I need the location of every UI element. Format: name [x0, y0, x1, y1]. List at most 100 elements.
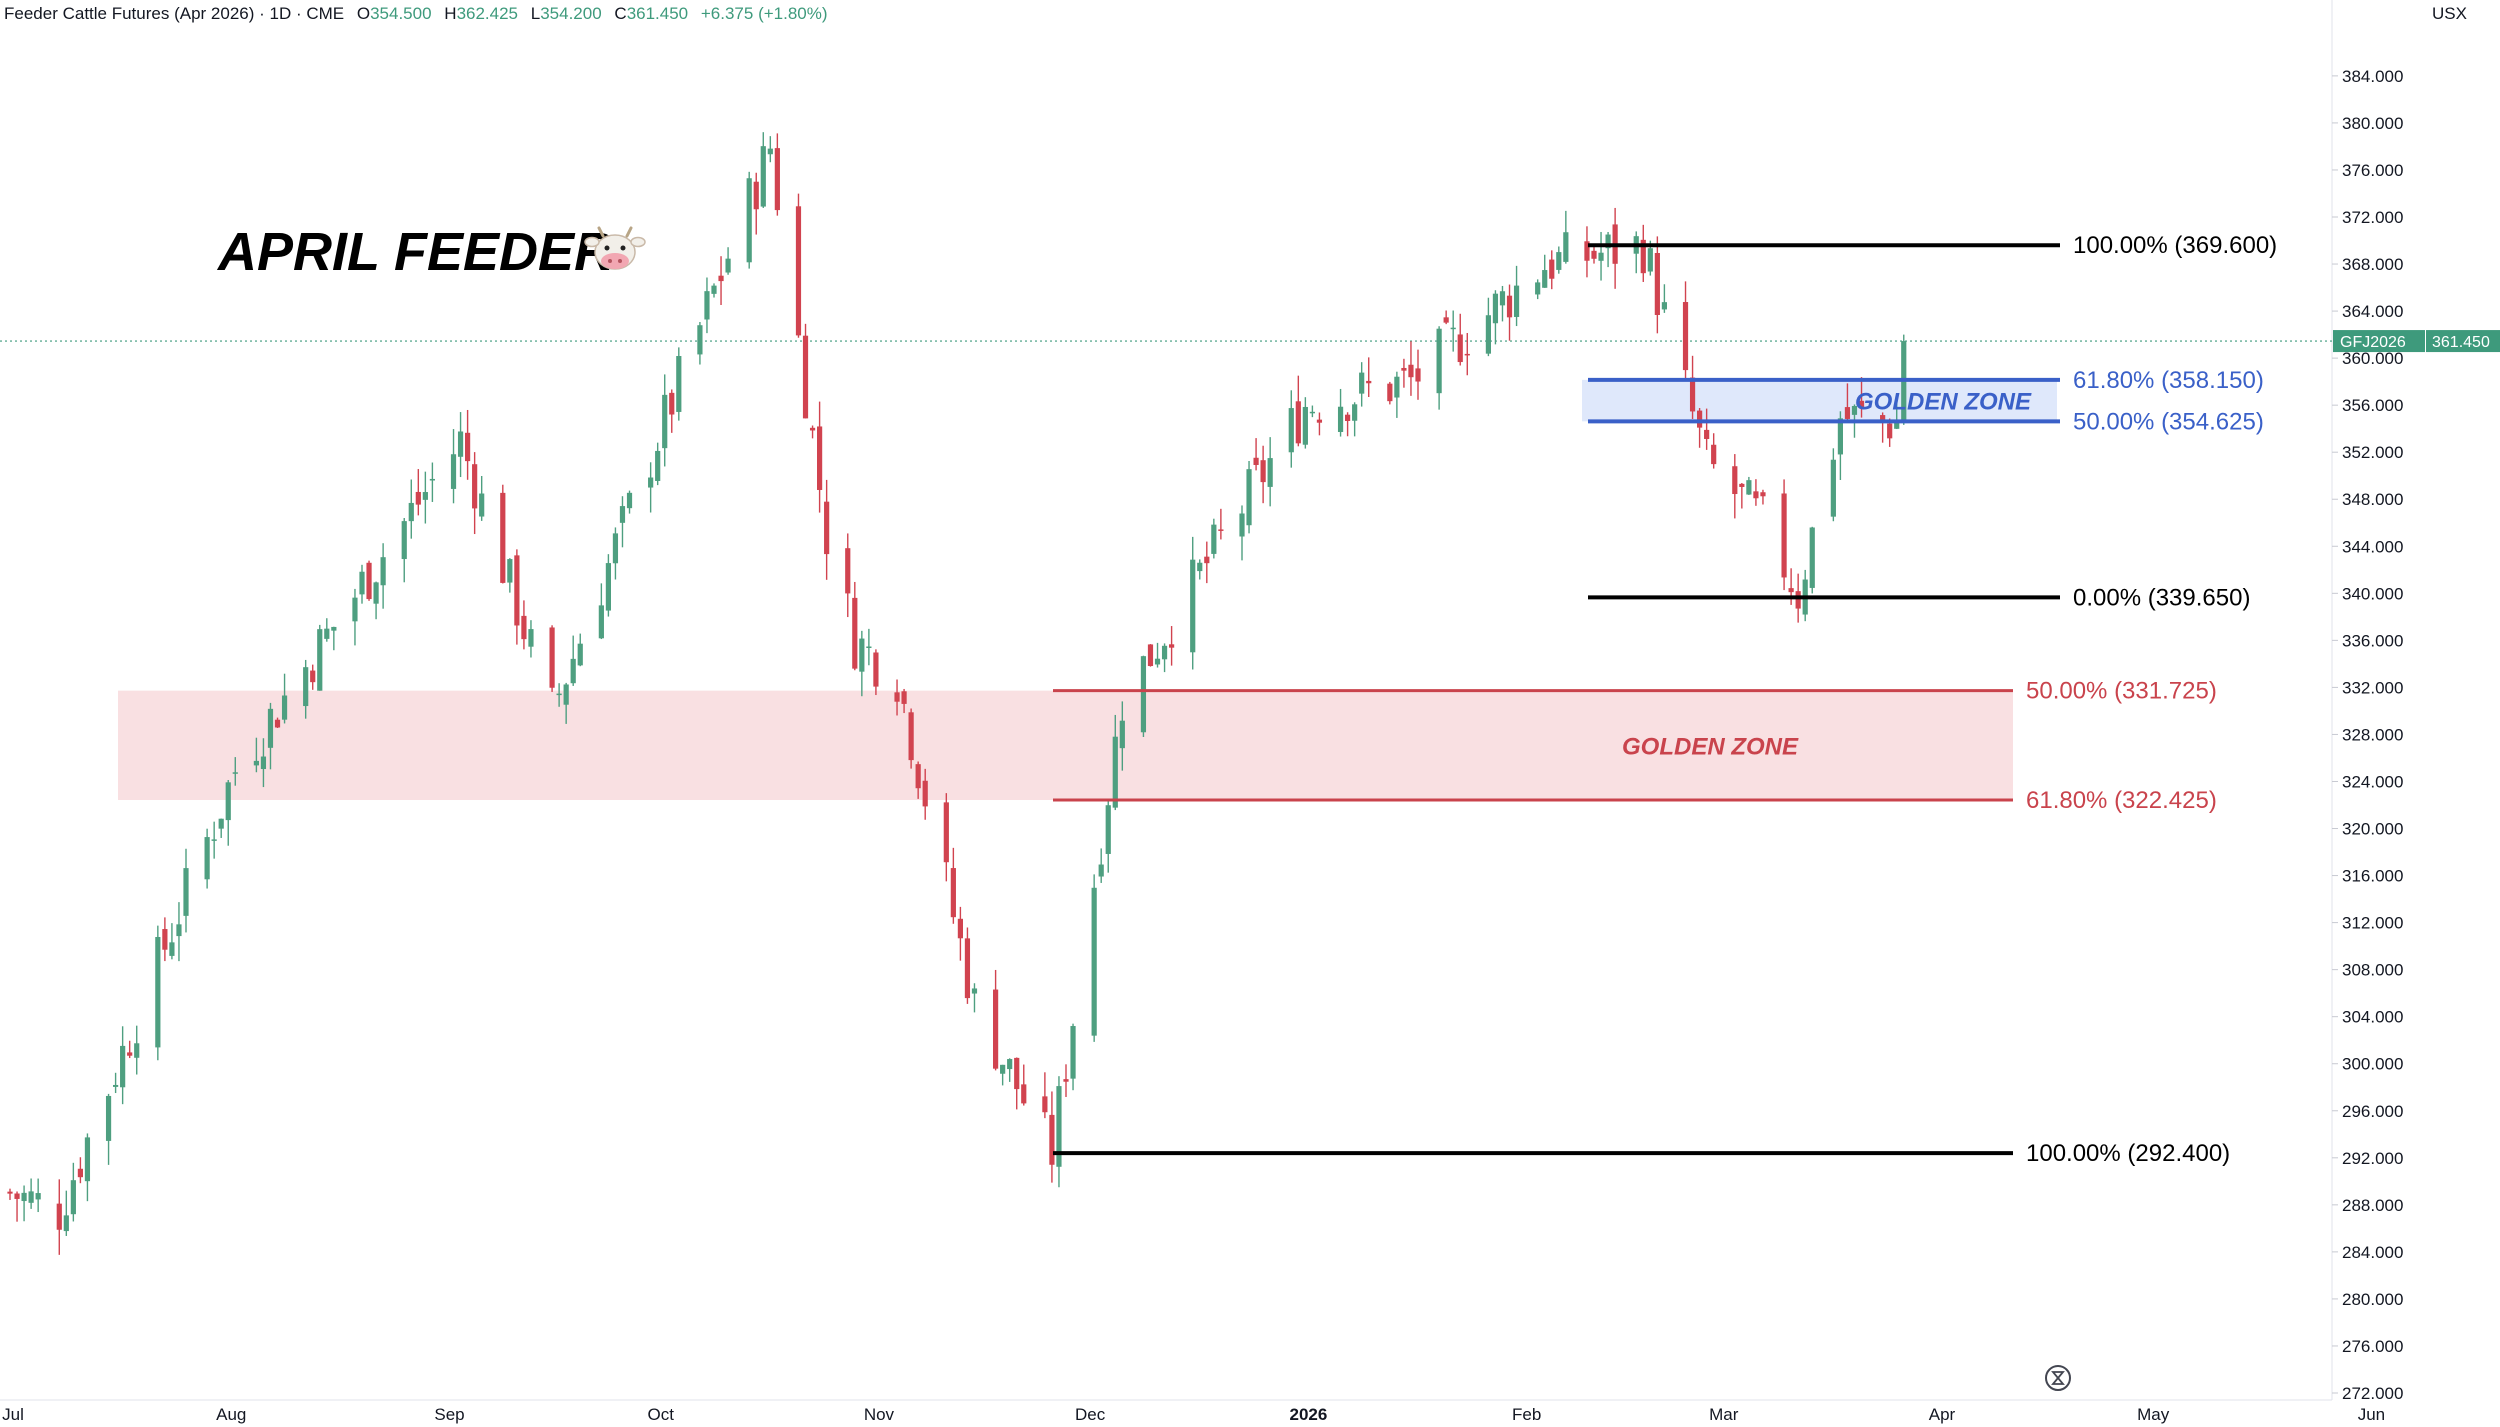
candles-layer	[7, 132, 1907, 1255]
price-tick-label: 344.000	[2342, 537, 2403, 556]
fibonacci-layer[interactable]: 100.00% (369.600) 61.80% (358.150) 50.00% …	[1053, 232, 2277, 1167]
candle-body	[760, 146, 766, 207]
time-tick-label: Oct	[647, 1405, 674, 1424]
time-tick-label: Aug	[216, 1405, 246, 1424]
candle-body	[1732, 466, 1738, 495]
price-tick-label: 288.000	[2342, 1196, 2403, 1215]
candle-body	[1647, 248, 1653, 272]
candle-body	[352, 597, 358, 622]
candle-body	[1309, 411, 1315, 414]
price-tick-label: 312.000	[2342, 914, 2403, 933]
price-tick-label: 352.000	[2342, 443, 2403, 462]
candle-body	[1337, 406, 1344, 432]
price-tick-label: 360.000	[2342, 349, 2403, 368]
candle-body	[1401, 367, 1407, 371]
legend-line: Feeder Cattle Futures (Apr 2026) · 1D · …	[4, 4, 828, 23]
candle-body	[422, 492, 428, 500]
candle-body	[1387, 383, 1393, 402]
price-tick-label: 364.000	[2342, 302, 2403, 321]
candle-body	[1549, 259, 1555, 279]
candle-body	[957, 918, 963, 939]
candle-body	[225, 782, 231, 821]
fib-lower-618-label: 61.80% (322.425)	[2026, 787, 2217, 814]
candle-body	[1211, 524, 1217, 554]
candle-body	[704, 291, 710, 320]
candle-body	[1556, 252, 1562, 270]
candle-body	[204, 837, 210, 880]
candle-body	[1605, 234, 1611, 249]
candle-body	[1499, 291, 1506, 306]
candle-body	[134, 1043, 140, 1058]
candle-body	[964, 938, 971, 999]
candle-body	[1056, 1086, 1062, 1167]
open-label: O	[357, 4, 370, 23]
time-tick-label: Dec	[1075, 1405, 1106, 1424]
candle-body	[1302, 406, 1308, 445]
candle-body	[21, 1192, 27, 1202]
candle-body	[619, 506, 626, 523]
time-tick-label: Apr	[1929, 1405, 1956, 1424]
candle-body	[1682, 302, 1689, 371]
candle-body	[465, 432, 471, 462]
time-tick-label: Nov	[864, 1405, 895, 1424]
candle-body	[1267, 458, 1273, 487]
price-tick-label: 380.000	[2342, 114, 2403, 133]
candle-body	[169, 942, 175, 956]
candle-body	[993, 989, 999, 1069]
candle-body	[1063, 1079, 1069, 1082]
candle-body	[1415, 368, 1421, 382]
candle-body	[1190, 559, 1196, 653]
price-tick-label: 272.000	[2342, 1384, 2403, 1403]
candle-body	[500, 492, 506, 583]
candle-body	[1359, 372, 1365, 394]
candle-body	[648, 477, 654, 488]
candle-body	[1000, 1064, 1006, 1074]
high-label: H	[444, 4, 456, 23]
candle-body	[662, 394, 668, 449]
price-axis[interactable]: 384.000 380.000 376.000 372.000 368.000 364.0…	[2332, 67, 2403, 1403]
candle-body	[1704, 429, 1710, 439]
time-tick-label: May	[2137, 1405, 2170, 1424]
candle-body	[1739, 483, 1745, 487]
candle-body	[63, 1215, 69, 1232]
candle-body	[1007, 1059, 1013, 1070]
candle-body	[70, 1180, 76, 1215]
price-tick-label: 324.000	[2342, 772, 2403, 791]
candle-body	[1591, 250, 1597, 259]
candle-body	[915, 764, 921, 789]
candle-body	[77, 1168, 83, 1178]
fib-upper-618-label: 61.80% (358.150)	[2073, 367, 2264, 394]
candle-body	[802, 335, 809, 419]
candle-body	[655, 450, 661, 481]
candle-body	[873, 652, 879, 687]
time-axis[interactable]: Jul Aug Sep Oct Nov Dec 2026 Feb Mar Apr May Jun	[2, 1405, 2385, 1424]
candle-body	[253, 760, 259, 766]
candle-body	[1753, 491, 1759, 499]
candle-body	[1894, 422, 1900, 429]
candle-body	[1197, 562, 1203, 572]
symbol-text: Feeder Cattle Futures (Apr 2026) · 1D · …	[4, 4, 344, 23]
candle-body	[1485, 315, 1491, 354]
candle-body	[1837, 418, 1843, 455]
currency-label[interactable]: USX	[2432, 4, 2467, 23]
candle-body	[605, 563, 611, 611]
candle-body	[401, 521, 407, 560]
candle-body	[450, 454, 457, 489]
candle-body	[303, 667, 309, 707]
candle-body	[7, 1191, 13, 1194]
candle-body	[563, 684, 569, 705]
candle-body	[1014, 1057, 1020, 1090]
candle-body	[528, 629, 534, 647]
candle-body	[1887, 423, 1893, 439]
annotation-title[interactable]: APRIL FEEDER	[216, 222, 613, 282]
candle-body	[1161, 645, 1168, 660]
candle-body	[1042, 1096, 1048, 1113]
candle-body	[908, 712, 914, 761]
candle-body	[612, 533, 619, 564]
candle-body	[120, 1045, 126, 1088]
clock-icon[interactable]	[2045, 1365, 2071, 1391]
price-tick-label: 276.000	[2342, 1337, 2403, 1356]
candle-body	[1366, 380, 1372, 384]
candle-body	[415, 491, 421, 505]
